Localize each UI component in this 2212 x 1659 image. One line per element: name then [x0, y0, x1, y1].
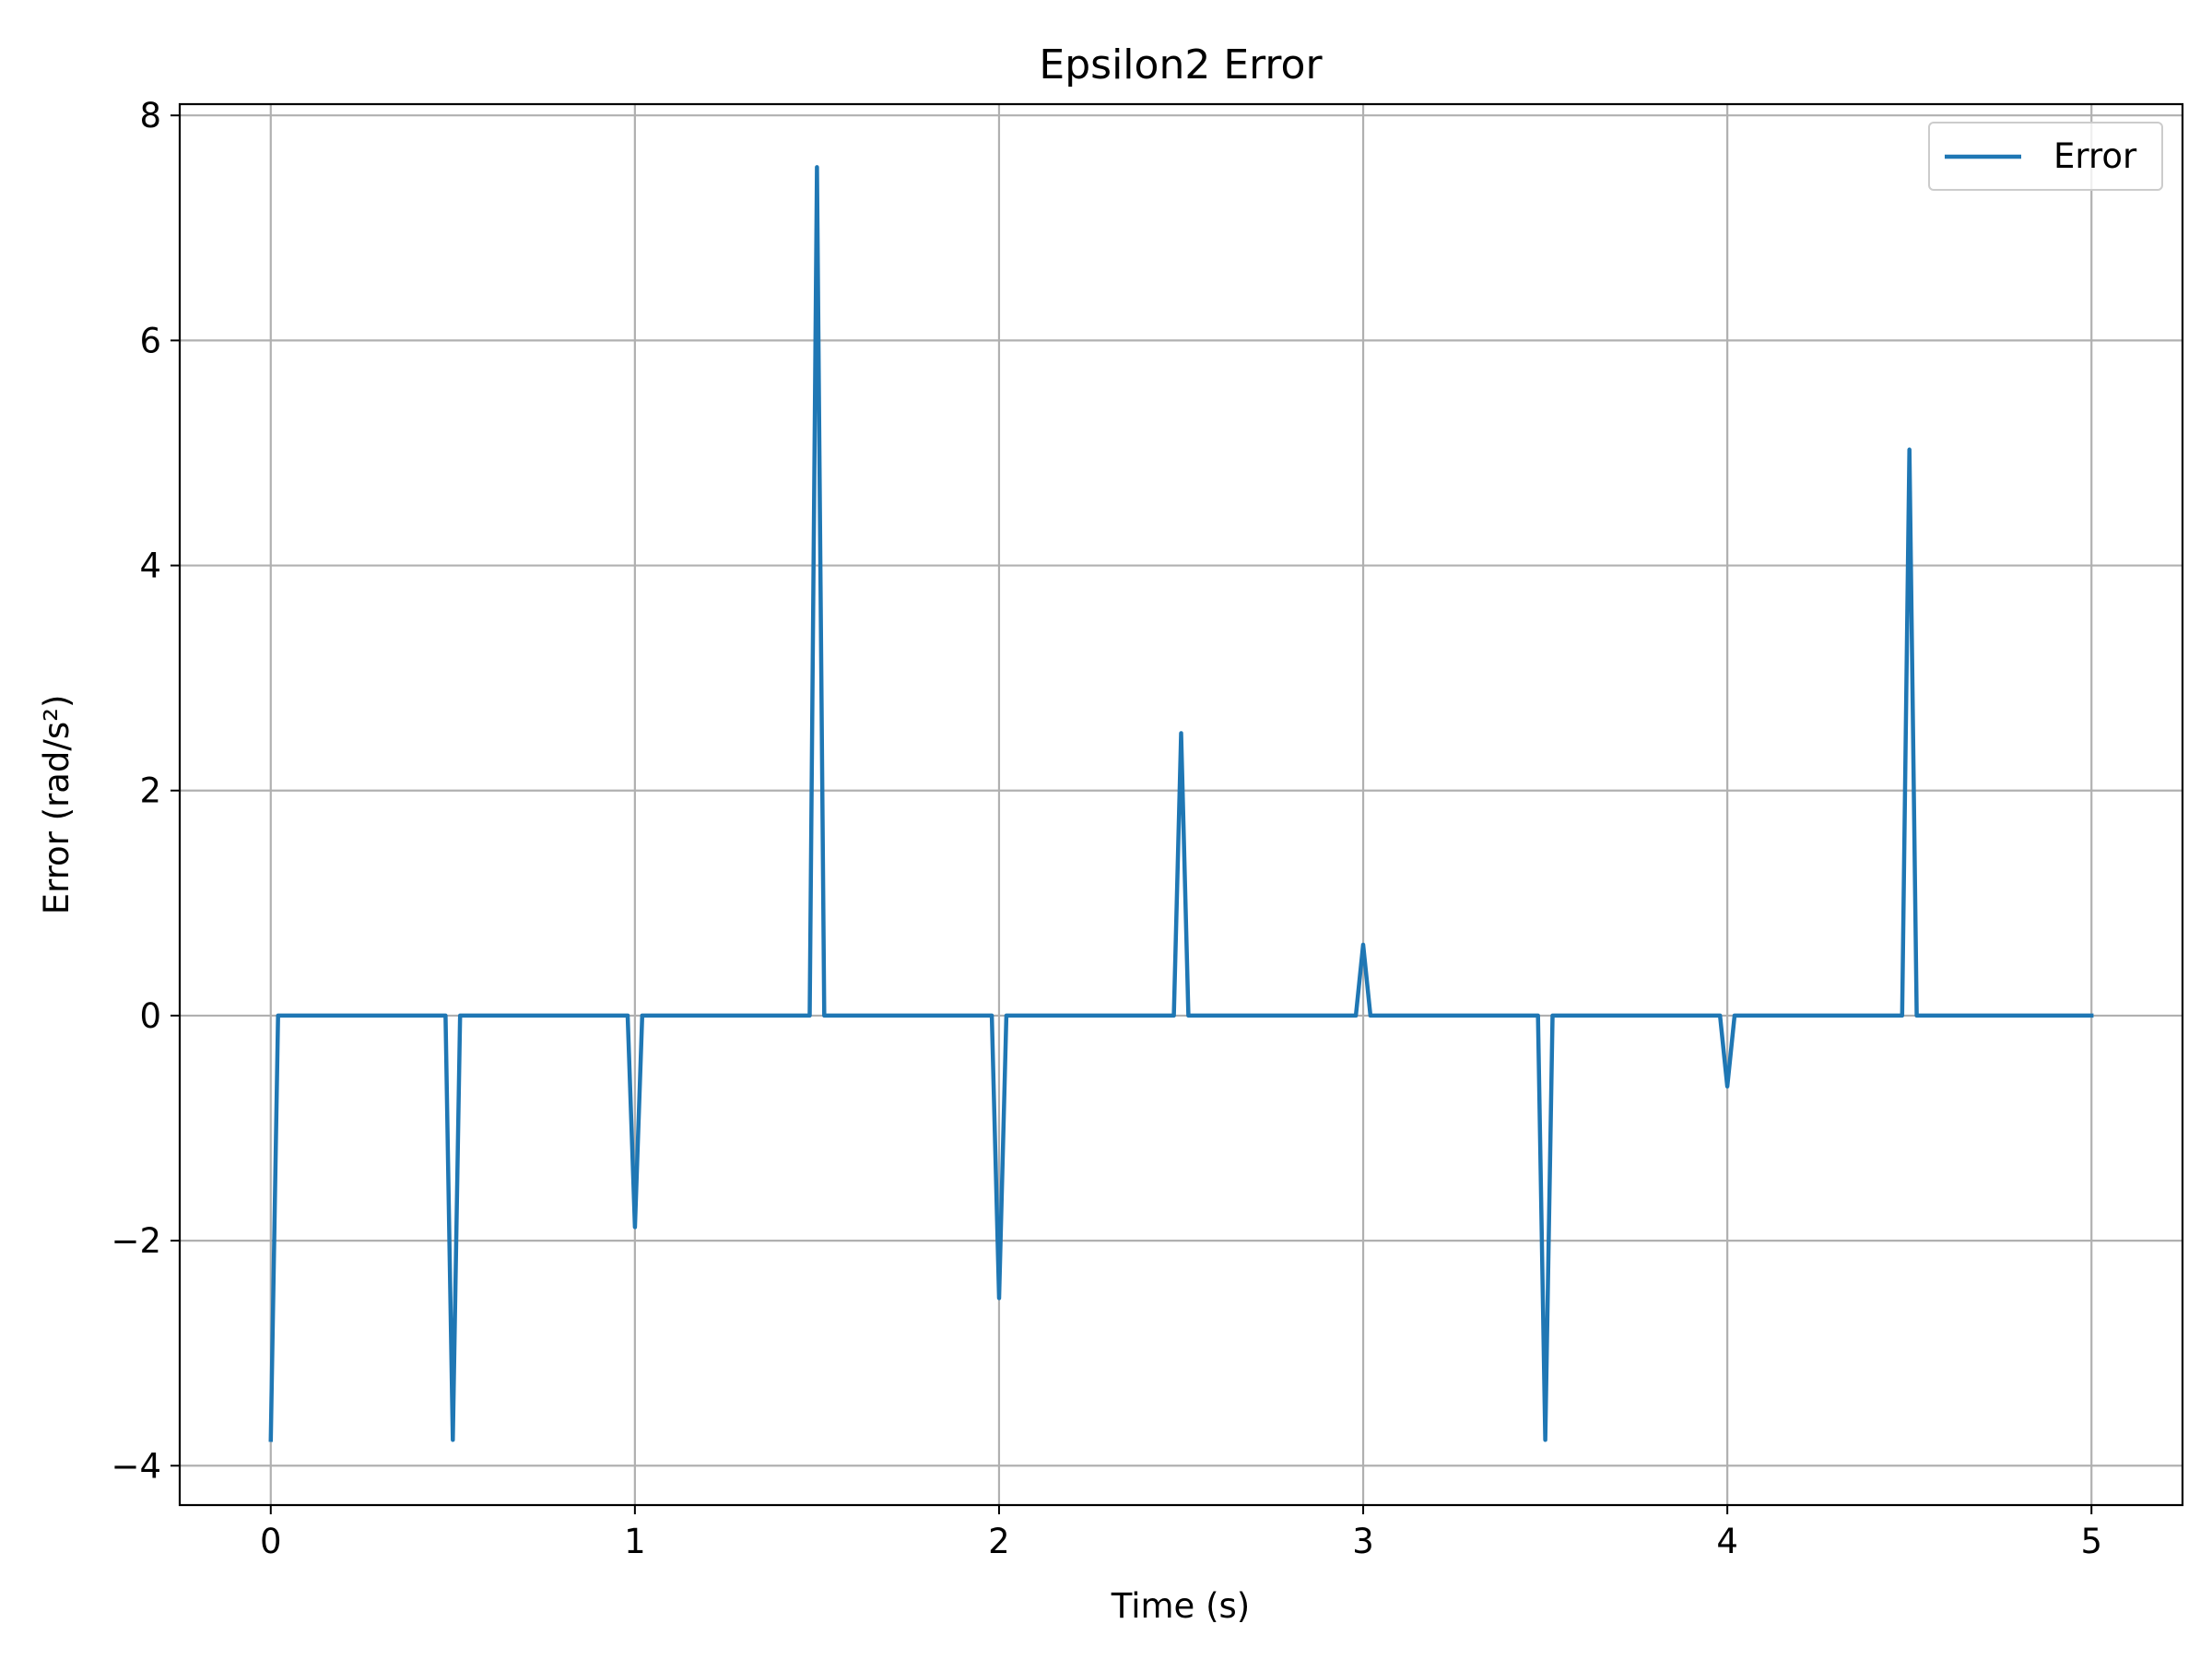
x-tick-label: 2 — [988, 1522, 1010, 1561]
x-tick-label: 3 — [1352, 1522, 1374, 1561]
y-tick-label: −4 — [111, 1446, 161, 1486]
chart-title: Epsilon2 Error — [1039, 41, 1323, 88]
y-tick-label: 2 — [139, 771, 161, 811]
x-axis-label: Time (s) — [1111, 1586, 1250, 1626]
grid — [180, 104, 2183, 1505]
legend: Error — [1928, 122, 2163, 191]
y-tick-label: 6 — [139, 321, 161, 360]
series-line-error — [268, 165, 2094, 1442]
y-tick-label: 0 — [139, 996, 161, 1036]
series-layer — [268, 165, 2094, 1442]
y-axis-ticks: −4 −2 0 2 4 6 8 — [111, 96, 180, 1486]
x-tick-label: 1 — [624, 1522, 646, 1561]
x-tick-label: 4 — [1716, 1522, 1738, 1561]
y-tick-label: −2 — [111, 1221, 161, 1261]
legend-label-error: Error — [2053, 136, 2137, 176]
x-axis-ticks: 0 1 2 3 4 5 — [260, 1505, 2102, 1561]
y-axis-label: Error (rad/s²) — [37, 695, 76, 915]
y-tick-label: 8 — [139, 96, 161, 135]
legend-box — [1928, 122, 2163, 191]
plot-frame — [178, 102, 2184, 1507]
x-tick-label: 0 — [260, 1522, 282, 1561]
x-tick-label: 5 — [2080, 1522, 2102, 1561]
y-tick-label: 4 — [139, 547, 161, 586]
